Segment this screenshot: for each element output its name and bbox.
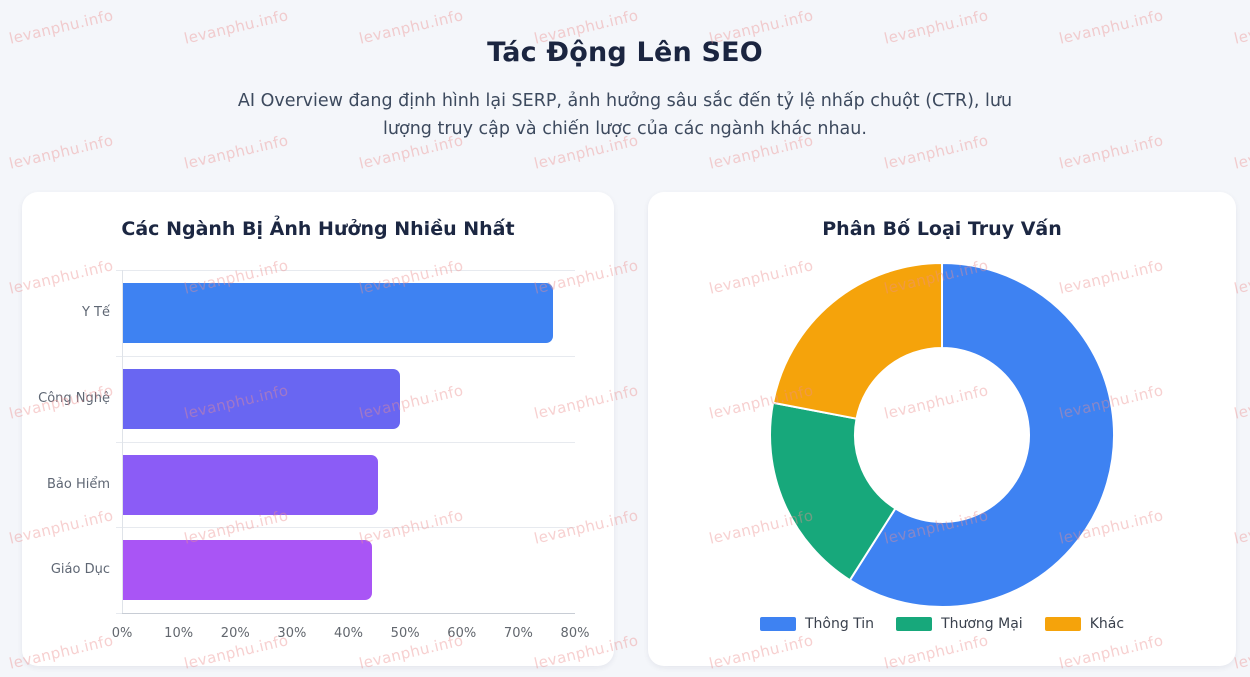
- donut-chart-card: Phân Bố Loại Truy Vấn Thông Tin Thương Mạ…: [648, 192, 1236, 666]
- category-label: Công Nghệ: [38, 390, 110, 406]
- donut-chart: [769, 262, 1116, 608]
- gridline: [116, 270, 575, 271]
- category-label: Bảo Hiểm: [46, 476, 110, 492]
- watermark-text: levanphu.info: [1057, 131, 1165, 173]
- legend-swatch: [1044, 617, 1081, 631]
- legend-label: Thông Tin: [804, 616, 875, 632]
- x-tick-label: 30%: [277, 626, 307, 641]
- chart-legend: Thông Tin Thương Mại Khác: [648, 616, 1236, 632]
- legend-item-2[interactable]: Khác: [1044, 616, 1125, 632]
- donut-slice-1[interactable]: [769, 401, 897, 582]
- watermark-text: levanphu.info: [1232, 131, 1250, 173]
- donut-chart-title: Phân Bố Loại Truy Vấn: [822, 218, 1062, 240]
- y-axis-line: [122, 270, 123, 613]
- page-title: Tác Động Lên SEO: [487, 37, 763, 68]
- x-tick-label: 10%: [164, 626, 194, 641]
- legend-item-0[interactable]: Thông Tin: [759, 616, 875, 632]
- gridline: [116, 527, 575, 528]
- x-tick-label: 60%: [447, 626, 477, 641]
- bar-0[interactable]: [123, 283, 553, 343]
- x-tick-label: 0%: [111, 626, 133, 641]
- legend-label: Thương Mại: [941, 616, 1023, 632]
- bar-chart: Y Tế Công Nghệ Bảo Hiểm Giáo Dục 0% 10% 20% 30%…: [22, 192, 614, 666]
- x-tick-label: 50%: [390, 626, 420, 641]
- bar-chart-card: Các Ngành Bị Ảnh Hưởng Nhiều Nhất Y Tế Cô…: [22, 192, 614, 666]
- x-axis-line: [122, 613, 575, 614]
- category-label: Giáo Dục: [50, 562, 110, 578]
- gridline: [116, 442, 575, 443]
- legend-swatch: [896, 617, 933, 631]
- page-subtitle: AI Overview đang định hình lại SERP, ảnh…: [237, 91, 1013, 139]
- legend-label: Khác: [1089, 616, 1125, 632]
- x-tick-label: 70%: [503, 626, 533, 641]
- watermark-text: levanphu.info: [7, 131, 115, 173]
- x-tick-label: 80%: [560, 626, 590, 641]
- bar-chart-title: Các Ngành Bị Ảnh Hưởng Nhiều Nhất: [121, 218, 515, 240]
- donut-slice-2[interactable]: [772, 262, 943, 420]
- bar-2[interactable]: [123, 454, 378, 515]
- bar-1[interactable]: [123, 368, 400, 429]
- x-tick-label: 20%: [220, 626, 250, 641]
- x-tick-label: 40%: [334, 626, 363, 641]
- donut-svg: [769, 262, 1116, 608]
- gridline: [116, 356, 575, 357]
- legend-swatch: [759, 617, 796, 631]
- legend-item-1[interactable]: Thương Mại: [896, 616, 1023, 632]
- donut-slice-0[interactable]: [848, 262, 1116, 608]
- bar-3[interactable]: [123, 540, 372, 601]
- category-label: Y Tế: [81, 305, 110, 320]
